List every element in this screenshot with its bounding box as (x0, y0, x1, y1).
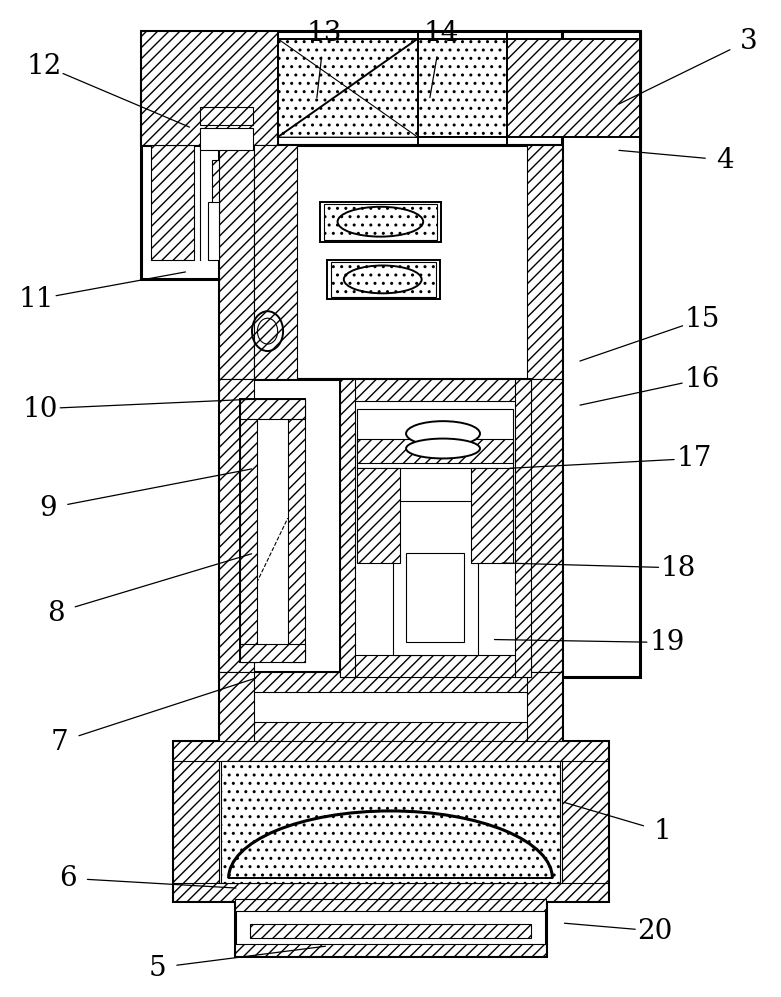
Ellipse shape (344, 266, 422, 294)
Bar (507, 39, 640, 138)
Bar (340, 379, 355, 677)
Bar (240, 399, 305, 663)
Text: 4: 4 (716, 147, 734, 173)
Bar (326, 260, 440, 300)
Bar (240, 645, 305, 663)
Bar (173, 741, 219, 901)
Text: 14: 14 (423, 20, 458, 47)
Text: 7: 7 (51, 729, 69, 756)
Bar (219, 379, 255, 677)
Bar (151, 146, 194, 260)
Text: 11: 11 (19, 286, 54, 313)
Bar (526, 379, 562, 677)
Text: 6: 6 (59, 864, 77, 891)
Bar (330, 262, 436, 298)
Text: 19: 19 (649, 629, 684, 656)
Text: 8: 8 (47, 599, 65, 626)
Bar (235, 899, 546, 911)
Bar (287, 399, 305, 663)
Bar (141, 81, 278, 280)
Bar (357, 469, 400, 563)
Bar (240, 399, 257, 663)
Bar (340, 656, 530, 677)
Bar (357, 439, 513, 464)
Bar (515, 379, 530, 677)
Bar (219, 673, 562, 692)
Bar (141, 31, 278, 146)
Ellipse shape (337, 207, 423, 237)
Bar (219, 722, 562, 742)
Text: 16: 16 (684, 366, 719, 393)
Bar (173, 741, 608, 901)
Text: 5: 5 (148, 954, 166, 981)
Bar (212, 161, 249, 245)
Bar (219, 146, 255, 379)
Bar (251, 924, 530, 938)
Bar (340, 379, 530, 677)
Bar (320, 202, 441, 242)
Text: 12: 12 (27, 53, 62, 80)
Bar (173, 741, 608, 761)
Ellipse shape (406, 439, 480, 459)
Text: 15: 15 (684, 306, 719, 333)
Bar (255, 146, 297, 379)
Bar (221, 761, 560, 883)
Bar (526, 673, 562, 742)
Bar (406, 553, 465, 643)
Bar (235, 944, 546, 956)
Bar (240, 399, 305, 419)
Bar (562, 31, 640, 677)
Bar (219, 673, 255, 742)
Text: 20: 20 (637, 917, 672, 944)
Polygon shape (278, 39, 418, 138)
Bar (219, 146, 562, 379)
Bar (235, 899, 546, 956)
Bar (357, 409, 513, 469)
Bar (200, 108, 253, 126)
Bar (219, 379, 562, 677)
Bar (418, 39, 507, 138)
Bar (278, 39, 418, 138)
Bar (141, 31, 640, 146)
Bar (393, 501, 478, 656)
Bar (340, 379, 530, 401)
Text: 13: 13 (307, 20, 342, 47)
Bar (471, 469, 513, 563)
Text: 17: 17 (676, 446, 711, 473)
Bar (324, 204, 437, 240)
Bar (526, 146, 562, 379)
Bar (141, 81, 278, 136)
Ellipse shape (406, 422, 480, 447)
Text: 18: 18 (661, 554, 696, 581)
Bar (173, 883, 608, 901)
Bar (219, 673, 562, 742)
Bar (200, 129, 253, 151)
Bar (562, 741, 608, 901)
Text: 10: 10 (23, 396, 58, 423)
Text: 3: 3 (740, 28, 758, 55)
Text: 9: 9 (39, 495, 57, 522)
Bar (208, 202, 219, 260)
Text: 1: 1 (654, 819, 672, 845)
